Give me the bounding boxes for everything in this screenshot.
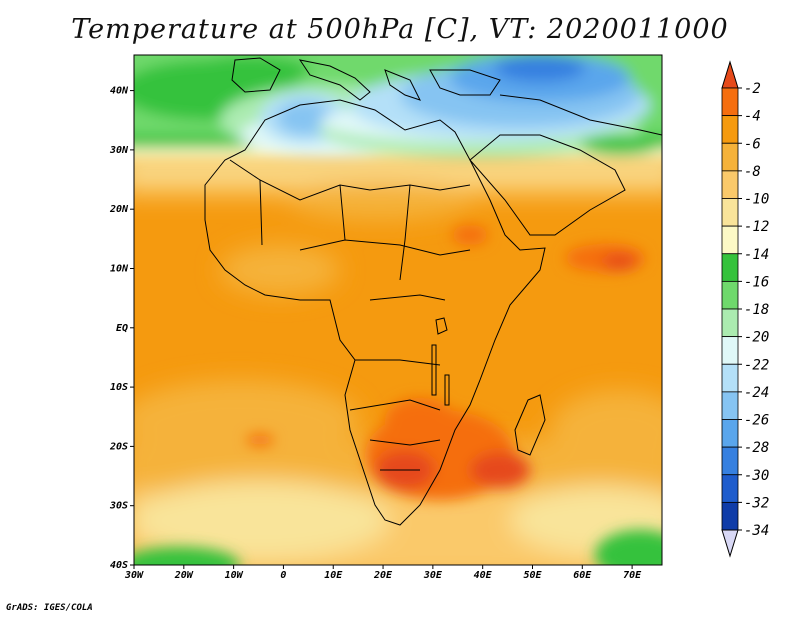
grads-credit: GrADS: IGES/COLA [6,603,93,613]
temperature-field [134,55,662,565]
lon-tick-label: 20W [174,570,194,581]
lon-tick-label: 30W [124,570,144,581]
lon-tick-label: 60E [573,570,592,581]
lon-tick-label: 30E [423,570,443,581]
lon-tick-label: 10E [324,570,343,581]
colorbar-label: -14 [744,247,769,263]
lat-tick-label: 20N [109,204,129,215]
colorbar-label: -18 [744,302,769,318]
colorbar-segment [721,170,739,199]
colorbar-label: -6 [744,136,761,152]
colorbar-label: -30 [744,468,769,484]
colorbar-segment [721,198,739,227]
lat-tick-label: 40N [110,86,129,97]
colorbar-label: -4 [744,109,761,125]
colorbar-segment [721,115,739,144]
colorbar-segment [721,308,739,338]
map-title: Temperature at 500hPa [C], VT: 202001100… [71,14,729,45]
lat-tick-label: 10N [110,263,129,274]
lat-tick-label: 20S [109,441,128,452]
lat-tick-label: 30S [109,501,128,512]
colorbar-segment [721,363,739,393]
lon-tick-label: 70E [623,570,642,581]
colorbar-label: -26 [744,413,769,429]
colorbar-segment [721,142,739,172]
colorbar-label: -20 [744,330,769,346]
colorbar-label: -22 [744,357,769,373]
plot-frame [133,54,663,566]
colorbar-label: -32 [744,495,769,511]
colorbar-segment [721,280,739,310]
lat-tick-label: 40S [110,560,128,571]
colorbar-segment [721,419,739,448]
lon-tick-label: 0 [280,570,286,581]
colorbar-label: -8 [744,164,761,180]
colorbar-segment [721,446,739,476]
colorbar-label: -16 [744,274,769,290]
lon-tick-label: 20E [373,570,393,581]
lat-tick-label: 10S [110,382,128,393]
coastlines [204,57,662,526]
lat-tick-label: 30N [109,145,129,156]
colorbar-segment [721,253,739,282]
lon-tick-label: 50E [523,570,542,581]
lat-tick-label: EQ [116,323,128,334]
colorbar-label: -2 [744,81,761,97]
colorbar-label: -24 [744,385,769,401]
colorbar-segment [721,87,739,117]
lon-tick-label: 40E [474,570,493,581]
colorbar-segment [721,336,739,365]
colorbar-label: -28 [744,440,769,456]
colorbar-segment [721,391,739,420]
colorbar-segment [721,501,739,531]
colorbar-upper-cap [721,60,739,89]
colorbar-lower-cap [721,529,739,558]
colorbar-label: -10 [744,192,769,208]
lon-tick-label: 10W [225,570,244,581]
colorbar-segment [721,225,739,255]
colorbar-label: -12 [744,219,769,235]
colorbar: -2 -4 -6 -8 -10 -12 -14 -16 -18 -20 -22 -24 -26 -28 -3… [721,60,769,558]
colorbar-label: -34 [744,523,769,539]
colorbar-segment [721,474,739,503]
